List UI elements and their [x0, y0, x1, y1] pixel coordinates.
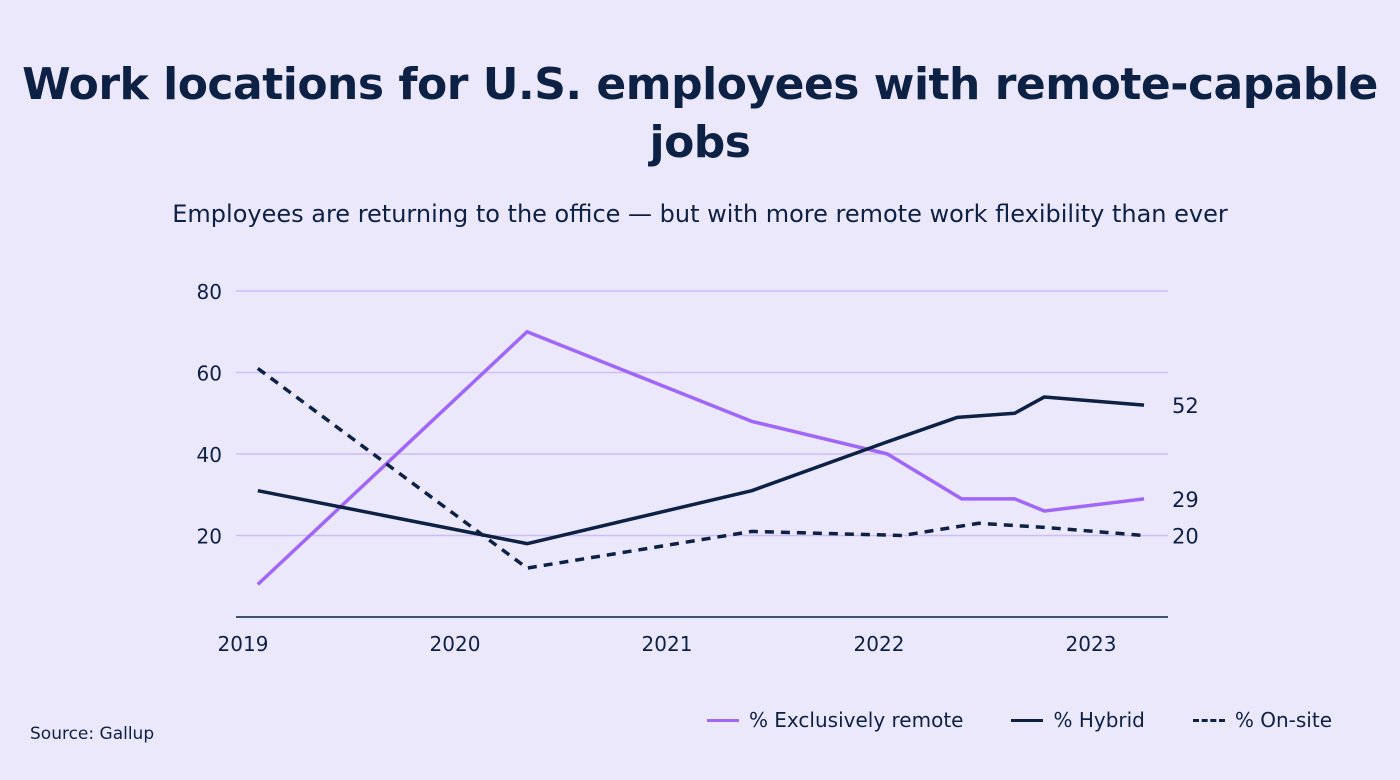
end-label: 20 [1172, 525, 1199, 549]
legend-label: % On-site [1234, 708, 1332, 732]
legend-item: % Hybrid [1011, 708, 1145, 732]
legend-item: % On-site [1192, 708, 1332, 732]
series-line-1 [257, 395, 1145, 546]
series-line-0 [256, 330, 1145, 586]
x-tick-label: 2020 [430, 632, 481, 656]
legend-label: % Exclusively remote [748, 708, 964, 732]
x-tick-label: 2023 [1066, 632, 1117, 656]
y-tick-label: 40 [197, 443, 222, 467]
legend: % Exclusively remote % Hybrid % On-site [706, 708, 1332, 732]
end-label: 52 [1172, 394, 1199, 418]
x-tick-label: 2021 [642, 632, 693, 656]
y-tick-label: 80 [197, 280, 222, 304]
y-tick-label: 60 [197, 362, 222, 386]
source-note: Source: Gallup [30, 724, 155, 744]
legend-label: % Hybrid [1053, 708, 1145, 732]
legend-swatch [1192, 718, 1225, 722]
legend-item: % Exclusively remote [706, 708, 964, 732]
x-tick-label: 2022 [854, 632, 905, 656]
chart-title: Work locations for U.S. employees with r… [22, 59, 1378, 168]
chart-subtitle: Employees are returning to the office — … [172, 200, 1228, 228]
legend-swatch [706, 718, 739, 722]
x-tick-label: 2019 [218, 632, 269, 656]
y-tick-label: 20 [197, 525, 222, 549]
end-label: 29 [1172, 488, 1199, 512]
legend-swatch [1011, 718, 1044, 722]
series-line-2 [256, 367, 1145, 570]
